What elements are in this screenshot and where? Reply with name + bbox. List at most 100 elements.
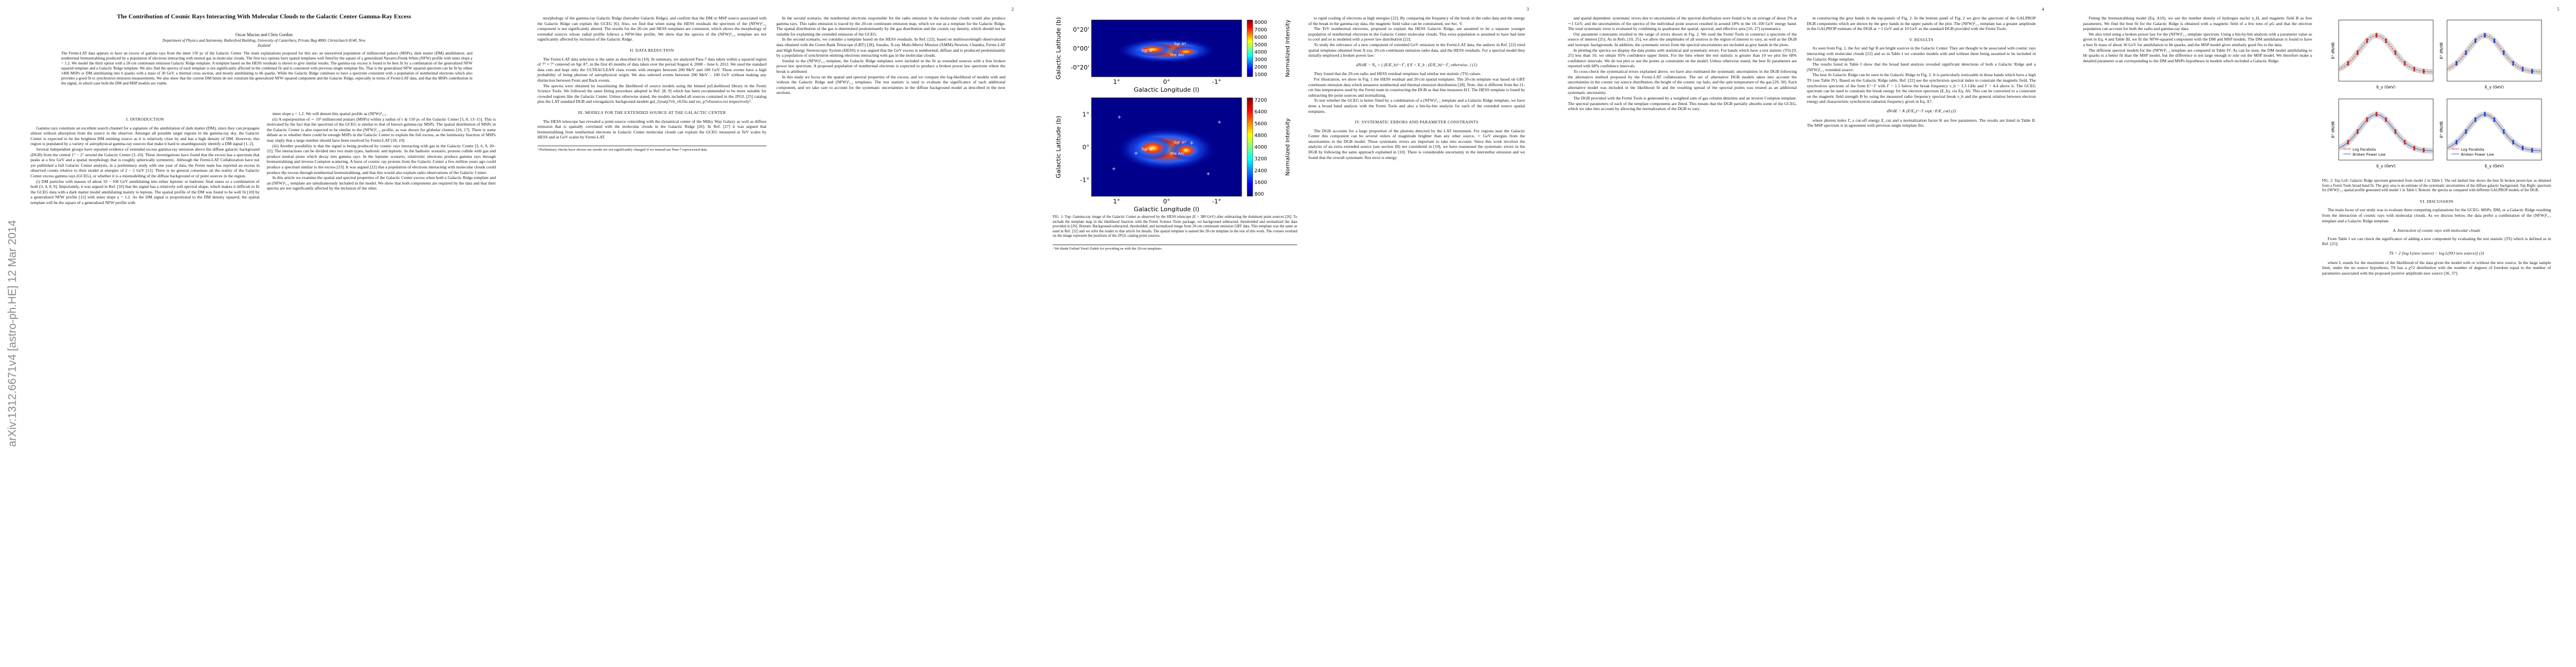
- page-number: 5: [2557, 7, 2559, 12]
- data-point: [2404, 61, 2406, 66]
- y-axis-label: E² dN/dE: [2439, 42, 2444, 59]
- page-number: 4: [2042, 7, 2044, 12]
- page: 4 and spatial dependent: systematic error…: [1546, 0, 2061, 667]
- y-tick-label: -1°: [1080, 177, 1089, 184]
- section-heading: IV. SYSTEMATIC ERRORS AND PARAMETER CONS…: [1354, 120, 1479, 125]
- source-cross: +: [1217, 120, 1222, 126]
- paragraph: The different spectral models for the (N…: [2083, 47, 2312, 63]
- abstract: The Fermi-LAT data appears to have an ex…: [61, 51, 472, 86]
- source-cross: +: [1134, 151, 1138, 156]
- page-number: 2: [1012, 7, 1014, 12]
- text-column: morphology of the gamma-ray Galactic Rid…: [537, 16, 766, 660]
- text-column: I. INTRODUCTION Gamma rays constitute an …: [31, 111, 260, 661]
- paragraph: The DGB accounts for a large proportion …: [1308, 128, 1525, 160]
- paragraph: where L stands for the maximum of the li…: [2322, 260, 2551, 276]
- source-label: Sgr B: [1142, 48, 1152, 53]
- data-point: [2465, 50, 2467, 55]
- authors: Oscar Macias and Chris Gordon: [235, 32, 293, 37]
- paragraph: morphology of the gamma-ray Galactic Rid…: [537, 16, 766, 42]
- page: 2 morphology of the gamma-ray Galactic Ri…: [515, 0, 1030, 667]
- source-label: Sgr A*: [1174, 141, 1187, 145]
- subsection-heading: A. Interaction of cosmic rays with molec…: [2393, 228, 2480, 233]
- paragraph: in constructing the grey bands in the to…: [1807, 16, 2036, 32]
- data-point: [2394, 129, 2396, 134]
- x-axis-label: Galactic Longitude (l): [1134, 86, 1199, 93]
- data-point: [2484, 33, 2486, 38]
- figure-caption: FIG. 1: Top: Gamma-ray image of the Gala…: [1053, 215, 1297, 238]
- legend-label: Broken Power Law: [2353, 152, 2386, 157]
- y-tick-label: -0°20': [1071, 64, 1090, 71]
- x-tick-label: 1°: [1113, 198, 1120, 205]
- text-column: Fitting the bremsstrahlung model (Eq. A1…: [2083, 16, 2312, 660]
- data-point: [2423, 148, 2425, 153]
- paragraph: For illustration, we show in Fig. 1 the …: [1308, 76, 1525, 98]
- source-label: Sgr A*: [1174, 42, 1187, 46]
- paragraph: The best fit Galactic Ridge can be seen …: [1807, 72, 2036, 104]
- data-point: [2531, 148, 2533, 153]
- y-axis-label: Galactic Latitude (b): [1055, 17, 1062, 79]
- data-point: [2347, 140, 2349, 145]
- data-point: [2385, 38, 2387, 43]
- y-axis-label: E² dN/dE: [2331, 42, 2335, 59]
- text-column: E_γ (GeV) E² dN/dE E_γ (GeV) E² dN/dE E_γ (G…: [2322, 16, 2551, 660]
- colorbar-tick-label: 7200: [1254, 98, 1267, 103]
- x-tick-label: -1°: [1212, 78, 1221, 86]
- data-point: [2474, 38, 2477, 43]
- footnote: ᵃ We thank Farhad Yusef-Zadeh for provid…: [1053, 244, 1297, 251]
- paragraph: Several independent groups have reported…: [31, 146, 260, 178]
- colorbar-tick-label: 5600: [1254, 121, 1267, 127]
- x-tick-label: 0°: [1163, 198, 1170, 205]
- y-axis-label: E² dN/dE: [2439, 121, 2444, 138]
- x-axis-label: Galactic Longitude (l): [1134, 206, 1199, 213]
- paragraph: to rapid cooling of electrons at high en…: [1308, 16, 1525, 26]
- heatmap-figure: Sgr B Sgr A* the Arc 0°20' 0°00' -0°20' 1° 0° -1…: [1055, 17, 1291, 93]
- paragraph: Our parameter constraints resulted in th…: [1568, 31, 1797, 47]
- paragraph: To study the relevance of a new componen…: [1308, 42, 1525, 58]
- paragraph: and spatial dependent: systematic errors…: [1568, 16, 1797, 32]
- source-cross: +: [1117, 115, 1122, 120]
- paragraph: In the second scenario, we consider a te…: [776, 37, 1005, 58]
- paragraph: From Table I we can check the significan…: [2322, 236, 2551, 247]
- colorbar-tick-label: 4000: [1254, 50, 1267, 56]
- paragraph: We also tried using a broken power law f…: [2083, 31, 2312, 47]
- source-cross: +: [1189, 141, 1194, 146]
- figure-caption: FIG. 2: Top Left: Galactic Ridge spectru…: [2322, 179, 2551, 193]
- source-cross: +: [1206, 172, 1210, 177]
- paragraph: (iii) Another possibility is that the si…: [267, 143, 496, 175]
- data-point: [2394, 50, 2396, 55]
- data-point: [2493, 117, 2495, 122]
- colorbar-tick-label: 4000: [1254, 145, 1267, 151]
- colorbar-tick-label: 2000: [1254, 65, 1267, 71]
- paragraph: Similar to the (NFW)²₁.₂ template, the G…: [776, 58, 1005, 74]
- x-axis-label: E_γ (GeV): [2376, 164, 2396, 168]
- x-tick-label: 0°: [1163, 78, 1170, 86]
- colorbar-tick-label: 2400: [1254, 168, 1267, 174]
- section-heading: III. MODELS FOR THE EXTENDED SOURCE AT T…: [577, 109, 726, 115]
- paragraph: The DGB provided with the Fermi Tools is…: [1568, 95, 1797, 112]
- y-tick-label: 1°: [1083, 111, 1090, 118]
- data-point: [2423, 69, 2425, 74]
- text-column: In the second scenario, the nonthermal e…: [776, 16, 1005, 660]
- colorbar-tick-label: 800: [1254, 192, 1264, 197]
- page: 5 Fitting the bremsstrahlung model (Eq. A…: [2061, 0, 2576, 667]
- paragraph: inner slope γ = 1.2. We will denote this…: [272, 111, 387, 116]
- paragraph: Fitting the bremsstrahlung model (Eq. A1…: [2083, 16, 2312, 32]
- data-point: [2522, 146, 2524, 151]
- paragraph: In this study we focus on the spatial an…: [776, 74, 1005, 96]
- affiliation: Department of Physics and Astronomy, Rut…: [162, 38, 366, 48]
- emission: [1130, 42, 1175, 57]
- source-label: Sgr B: [1142, 147, 1152, 152]
- legend-label: Log Parabola: [2461, 147, 2484, 152]
- data-point: [2512, 61, 2514, 66]
- paragraph: In the second scenario, the nonthermal e…: [776, 16, 1005, 37]
- paragraph: (ii) A superposition of ∼ 10³ millisecon…: [267, 116, 496, 143]
- text-column: to rapid cooling of electrons at high en…: [1308, 16, 1525, 660]
- data-point: [2503, 129, 2505, 134]
- paragraph: The HESS telescope has revealed a point-…: [537, 118, 766, 140]
- colorbar-tick-label: 6000: [1254, 35, 1267, 41]
- data-point: [2366, 38, 2368, 43]
- data-point: [2366, 117, 2368, 122]
- equation: TS = 2 [log L(new source) − log L(NO new…: [2389, 250, 2484, 256]
- emission: [1130, 136, 1175, 160]
